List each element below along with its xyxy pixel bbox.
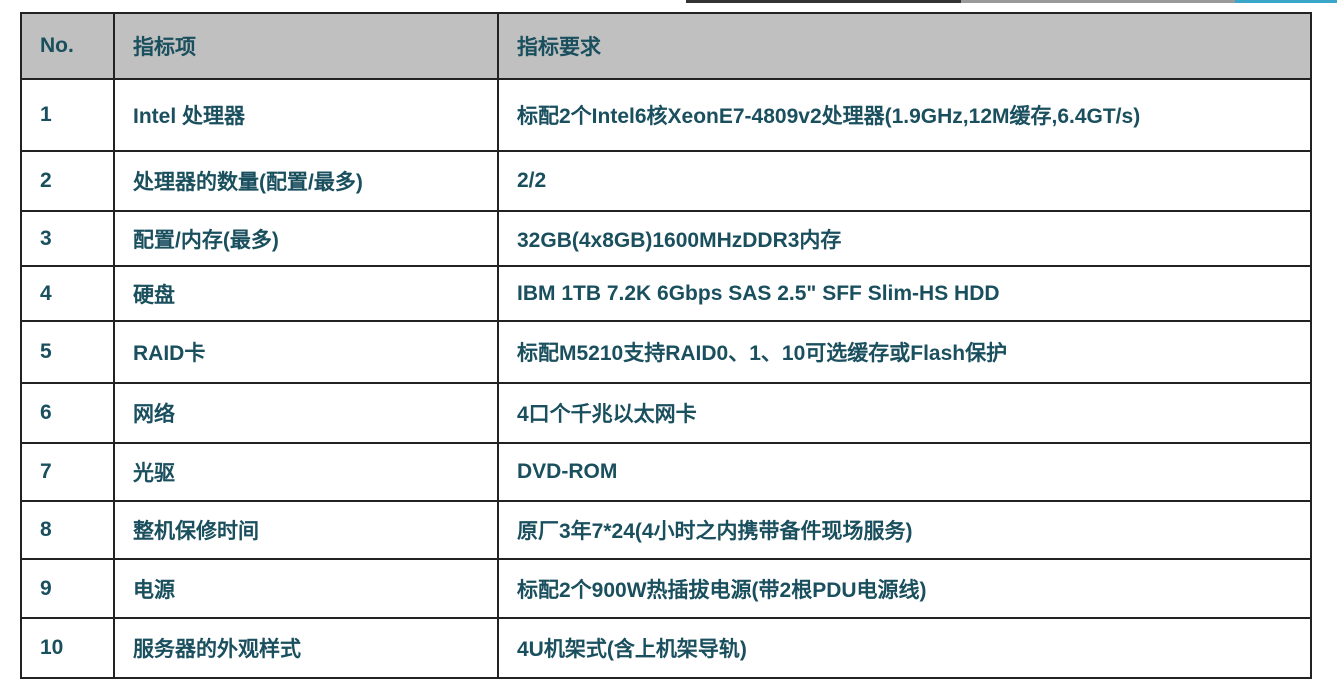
table-row: 8 整机保修时间 原厂3年7*24(4小时之内携带备件现场服务) (20, 500, 1312, 560)
header-no: No. (20, 12, 115, 80)
table-header-row: No. 指标项 指标要求 (20, 12, 1312, 80)
cell-requirement: 4口个千兆以太网卡 (497, 382, 1312, 444)
spec-table: No. 指标项 指标要求 1 Intel 处理器 标配2个Intel6核XeonE7… (20, 12, 1312, 679)
table-row: 4 硬盘 IBM 1TB 7.2K 6Gbps SAS 2.5" SFF Slim-… (20, 265, 1312, 322)
cell-no: 5 (20, 320, 115, 384)
cell-requirement: 标配2个900W热插拔电源(带2根PDU电源线) (497, 558, 1312, 619)
table-row: 6 网络 4口个千兆以太网卡 (20, 382, 1312, 444)
cell-requirement: 32GB(4x8GB)1600MHzDDR3内存 (497, 210, 1312, 267)
cell-item: 处理器的数量(配置/最多) (113, 150, 499, 212)
cell-item: 服务器的外观样式 (113, 617, 499, 679)
cell-requirement: IBM 1TB 7.2K 6Gbps SAS 2.5" SFF Slim-HS … (497, 265, 1312, 322)
table-row: 2 处理器的数量(配置/最多) 2/2 (20, 150, 1312, 212)
table-row: 9 电源 标配2个900W热插拔电源(带2根PDU电源线) (20, 558, 1312, 619)
cell-no: 9 (20, 558, 115, 619)
top-rule-dark (686, 0, 961, 3)
cell-item: 硬盘 (113, 265, 499, 322)
cell-requirement: 原厂3年7*24(4小时之内携带备件现场服务) (497, 500, 1312, 560)
cell-no: 2 (20, 150, 115, 212)
table-row: 3 配置/内存(最多) 32GB(4x8GB)1600MHzDDR3内存 (20, 210, 1312, 267)
cell-item: 整机保修时间 (113, 500, 499, 560)
cell-no: 7 (20, 442, 115, 502)
table-row: 10 服务器的外观样式 4U机架式(含上机架导轨) (20, 617, 1312, 679)
cell-item: RAID卡 (113, 320, 499, 384)
cell-item: 光驱 (113, 442, 499, 502)
cell-no: 1 (20, 78, 115, 152)
cell-requirement: DVD-ROM (497, 442, 1312, 502)
cell-item: 配置/内存(最多) (113, 210, 499, 267)
cell-no: 6 (20, 382, 115, 444)
table-row: 7 光驱 DVD-ROM (20, 442, 1312, 502)
cell-requirement: 标配M5210支持RAID0、1、10可选缓存或Flash保护 (497, 320, 1312, 384)
cell-requirement: 2/2 (497, 150, 1312, 212)
header-item: 指标项 (113, 12, 499, 80)
top-rule-accent (1235, 0, 1337, 3)
cell-item: 电源 (113, 558, 499, 619)
top-rule-gray (961, 0, 1235, 3)
cell-item: 网络 (113, 382, 499, 444)
cell-requirement: 标配2个Intel6核XeonE7-4809v2处理器(1.9GHz,12M缓存… (497, 78, 1312, 152)
table-row: 1 Intel 处理器 标配2个Intel6核XeonE7-4809v2处理器(1.… (20, 78, 1312, 152)
table-row: 5 RAID卡 标配M5210支持RAID0、1、10可选缓存或Flash保护 (20, 320, 1312, 384)
cell-no: 4 (20, 265, 115, 322)
cell-item: Intel 处理器 (113, 78, 499, 152)
header-requirement: 指标要求 (497, 12, 1312, 80)
cell-requirement: 4U机架式(含上机架导轨) (497, 617, 1312, 679)
cell-no: 3 (20, 210, 115, 267)
cell-no: 8 (20, 500, 115, 560)
cell-no: 10 (20, 617, 115, 679)
